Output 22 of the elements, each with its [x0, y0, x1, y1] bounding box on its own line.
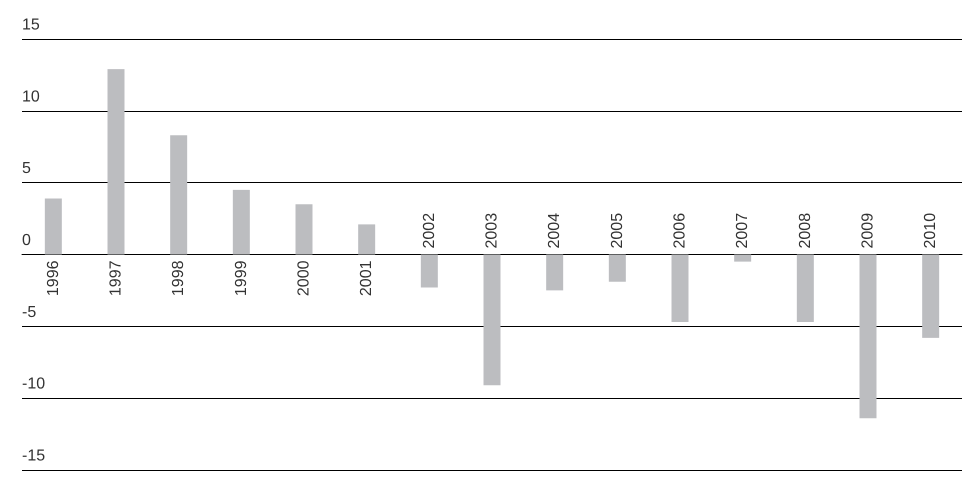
y-tick-label: 15 — [22, 16, 40, 34]
x-tick-label: 2000 — [296, 260, 312, 296]
x-tick-label: 2009 — [860, 212, 876, 248]
x-tick-label: 1999 — [232, 260, 250, 296]
x-tick-label: 2001 — [358, 260, 376, 296]
y-tick-label: 0 — [22, 232, 31, 249]
x-tick-label: 1998 — [170, 260, 188, 296]
x-tick-label: 1996 — [44, 260, 62, 296]
x-tick-label: 2010 — [922, 212, 940, 248]
x-tick-label: 2003 — [484, 212, 500, 248]
y-tick-label: -5 — [22, 304, 36, 321]
x-tick-label: 2008 — [796, 212, 814, 248]
x-tick-label: 2005 — [608, 212, 626, 248]
x-tick-label: 2002 — [420, 212, 438, 248]
x-tick-label: 2007 — [734, 212, 752, 248]
x-tick-label: 1997 — [108, 260, 124, 296]
y-tick-label: 10 — [22, 88, 40, 106]
y-tick-label: -10 — [22, 376, 46, 393]
y-tick-label: -15 — [22, 448, 46, 464]
y-tick-label: 5 — [22, 160, 31, 178]
x-tick-label: 2004 — [546, 212, 564, 248]
x-tick-label: 2006 — [672, 212, 688, 248]
